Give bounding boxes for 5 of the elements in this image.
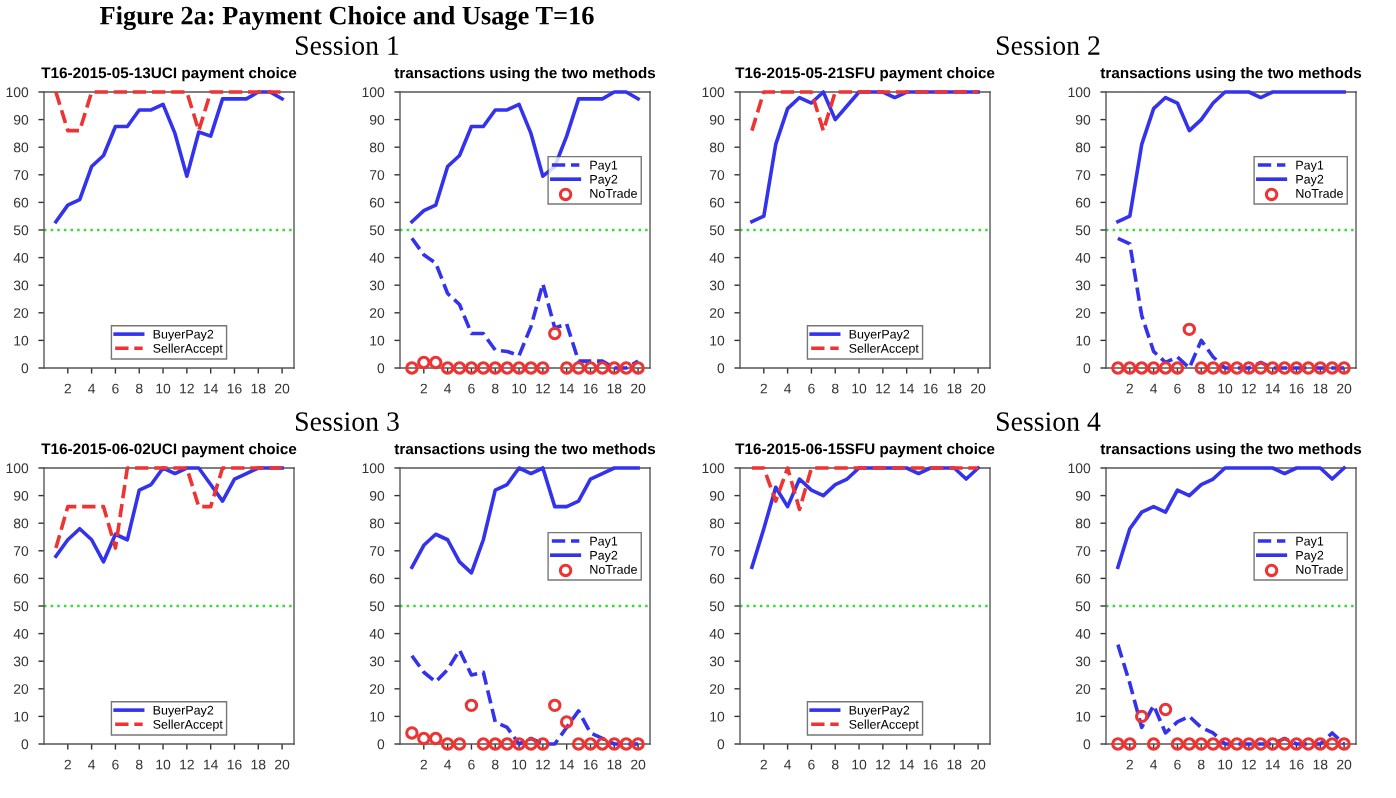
text: Session 3 [295,412,399,431]
caption: Figure 2a: Payment Choice and Usage T=16 [99,5,594,31]
text: Session 4 [996,412,1101,431]
text: Session 1 [295,36,399,55]
text: Session 2 [996,36,1100,55]
